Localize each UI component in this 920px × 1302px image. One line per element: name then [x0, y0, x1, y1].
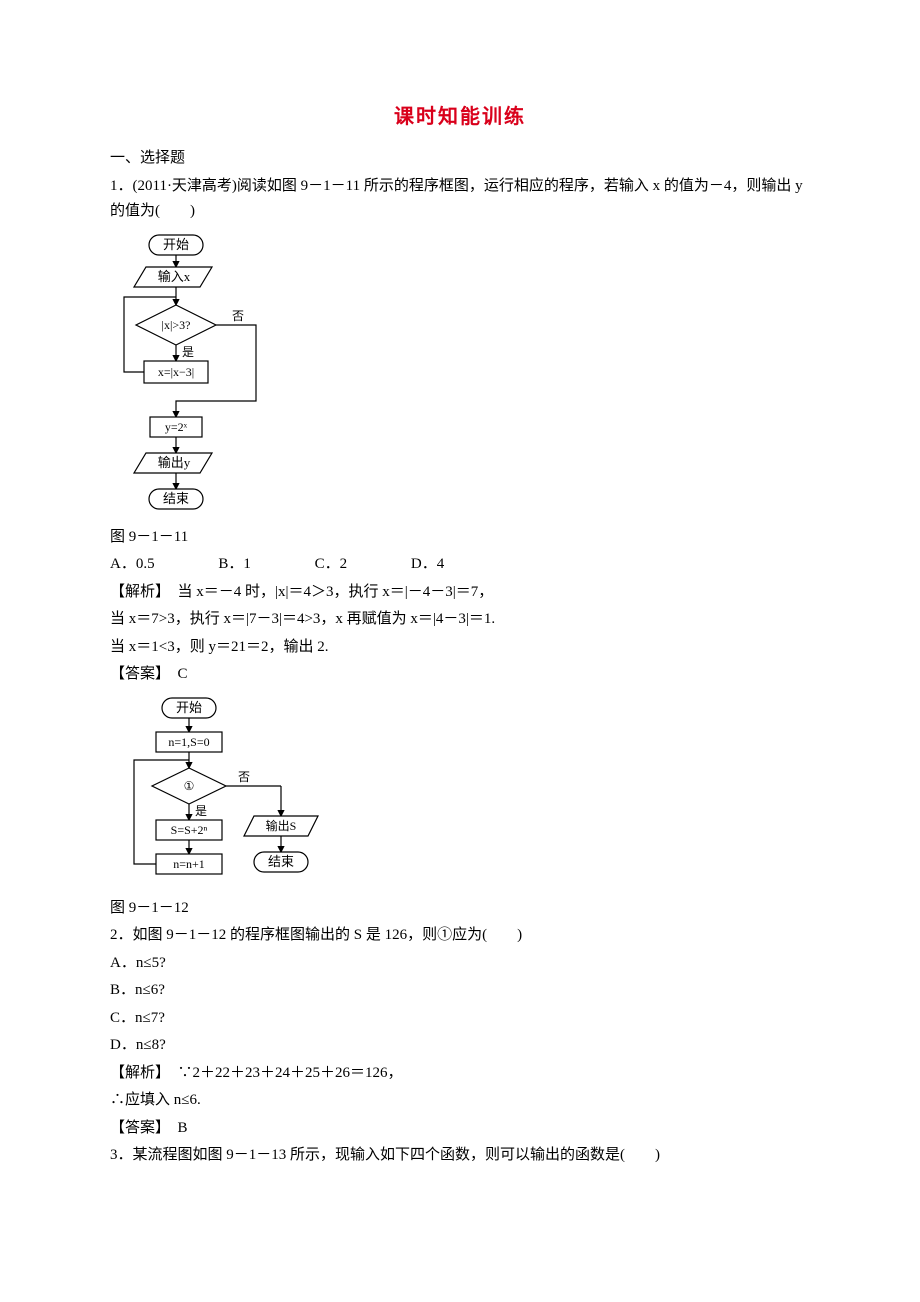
q2-expl-2: ∴应填入 n≤6. [110, 1088, 810, 1114]
fc2-output: 输出S [266, 817, 297, 832]
q1-answer: 【答案】 C [110, 662, 810, 688]
fc1-end: 结束 [163, 490, 189, 505]
fc2-cond: ① [184, 778, 195, 792]
flowchart-9-1-12: 开始 n=1,S=0 ① 是 S=S+2ⁿ n=n+1 否 输出S 结束 [116, 694, 336, 894]
fc2-no: 否 [238, 769, 250, 783]
q1-opt-c: C．2 [315, 552, 348, 578]
fc1-cond: |x|>3? [162, 317, 191, 331]
q1-expl-1: 【解析】 当 x＝－4 时，|x|＝4＞3，执行 x＝|－4－3|＝7， [110, 580, 810, 606]
fc1-start: 开始 [163, 236, 189, 251]
q1-options: A．0.5 B．1 C．2 D．4 [110, 552, 810, 578]
fc2-end: 结束 [268, 853, 294, 868]
q2-opt-b: B．n≤6? [110, 978, 810, 1004]
q1-opt-a: A．0.5 [110, 552, 155, 578]
fc2-proc1: S=S+2ⁿ [171, 822, 208, 836]
q1-expl-3: 当 x＝1<3，则 y＝21＝2，输出 2. [110, 635, 810, 661]
fc1-proc2: y=2ˣ [165, 419, 188, 433]
q2-opt-c: C．n≤7? [110, 1006, 810, 1032]
q3-stem: 3．某流程图如图 9－1－13 所示，现输入如下四个函数，则可以输出的函数是( … [110, 1143, 810, 1169]
q1-opt-b: B．1 [218, 552, 251, 578]
q1-fig-label: 图 9－1－11 [110, 525, 810, 551]
fc1-proc1: x=|x−3| [158, 364, 194, 378]
q2-answer: 【答案】 B [110, 1116, 810, 1142]
fc1-no: 否 [232, 308, 244, 322]
fc2-yes: 是 [195, 803, 207, 817]
q2-fig-label: 图 9－1－12 [110, 896, 810, 922]
q1-opt-d: D．4 [411, 552, 444, 578]
page-title: 课时知能训练 [110, 100, 810, 134]
q2-expl-1: 【解析】 ∵2＋22＋23＋24＋25＋26＝126， [110, 1061, 810, 1087]
fc1-output: 输出y [158, 454, 191, 469]
section-heading: 一、选择题 [110, 146, 810, 172]
q1-expl-2: 当 x＝7>3，执行 x＝|7－3|＝4>3，x 再赋值为 x＝|4－3|＝1. [110, 607, 810, 633]
q2-opt-a: A．n≤5? [110, 951, 810, 977]
q2-stem: 2．如图 9－1－12 的程序框图输出的 S 是 126，则①应为( ) [110, 923, 810, 949]
fc1-yes: 是 [182, 344, 194, 358]
fc1-input: 输入x [158, 268, 191, 283]
fc2-proc2: n=n+1 [173, 856, 205, 870]
fc2-init: n=1,S=0 [168, 734, 209, 748]
flowchart-9-1-11: 开始 输入x |x|>3? 是 x=|x−3| 否 y=2ˣ 输出y 结束 [116, 231, 306, 523]
fc2-start: 开始 [176, 699, 202, 714]
q1-stem: 1．(2011·天津高考)阅读如图 9－1－11 所示的程序框图，运行相应的程序… [110, 174, 810, 225]
q2-opt-d: D．n≤8? [110, 1033, 810, 1059]
